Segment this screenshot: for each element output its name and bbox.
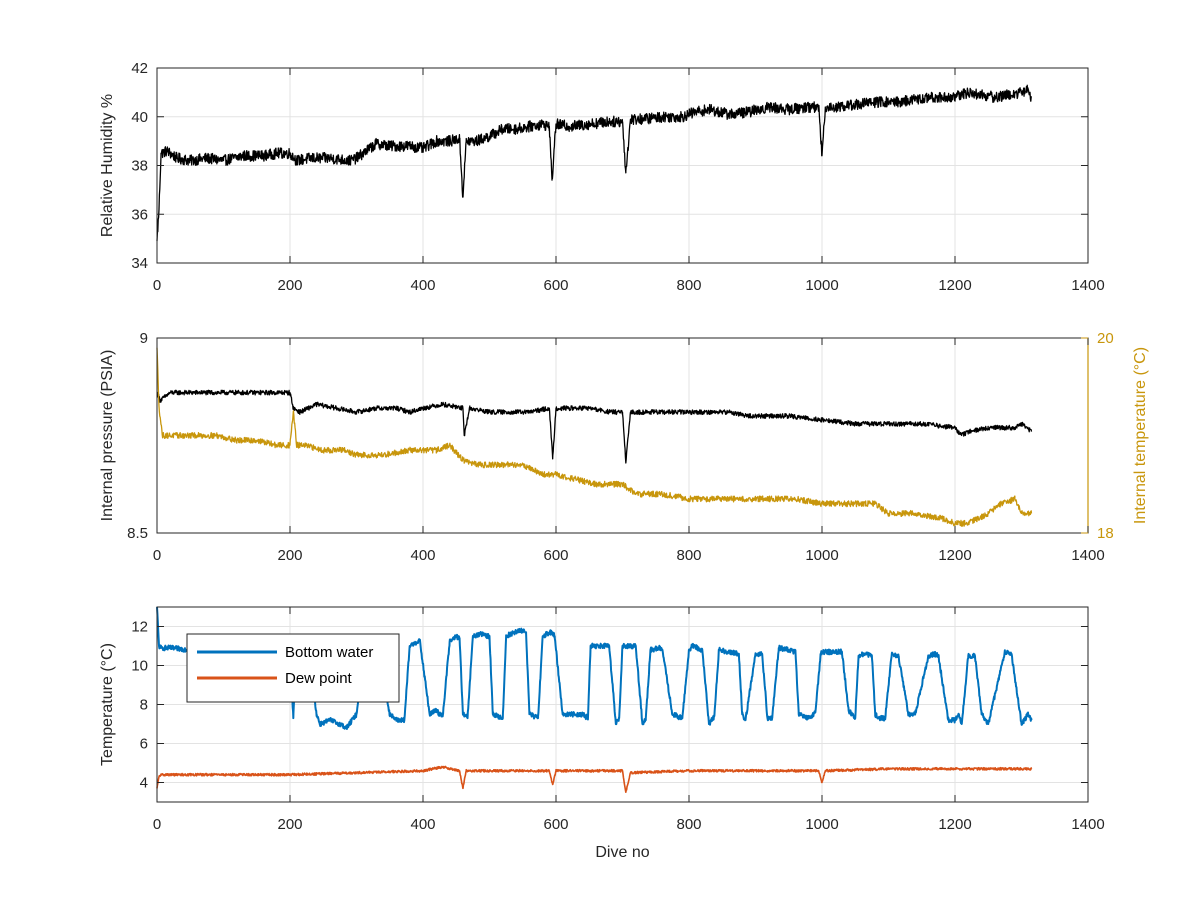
chart-panel-2: 0 200 400 600 800 1000 1200 1400 8.5 9 18 20 Interna… [99,330,1149,564]
legend-label: Dew point [285,670,353,687]
y2-axis-label: Internal temperature (°C) [1132,347,1149,524]
x-tick-label: 1000 [805,547,838,564]
x-tick-label: 600 [543,816,568,833]
y2-tick-label: 20 [1097,330,1114,347]
legend-box [186,633,400,703]
legend: Bottom water Dew point [186,633,400,703]
x-tick-label: 200 [277,816,302,833]
y2-tick-label: 18 [1097,525,1114,542]
series-line-panel2-2 [156,347,1033,527]
x-tick-label: 1200 [938,816,971,833]
y-tick-label: 8 [140,697,148,714]
x-tick-label: 800 [676,277,701,294]
y-tick-label: 40 [131,109,148,126]
x-tick-label: 0 [153,277,161,294]
x-tick-label: 600 [543,547,568,564]
x-tick-label: 1400 [1071,547,1104,564]
y-tick-label: 4 [140,775,148,792]
x-tick-label: 800 [676,547,701,564]
y-tick-label: 38 [131,158,148,175]
y-tick-label: 12 [131,619,148,636]
legend-label: Bottom water [285,644,373,661]
x-tick-label: 0 [153,547,161,564]
y-tick-label: 6 [140,736,148,753]
x-tick-label: 1400 [1071,277,1104,294]
x-tick-label: 400 [410,816,435,833]
x-tick-label: 1000 [805,277,838,294]
x-tick-label: 400 [410,277,435,294]
y-tick-label: 10 [131,658,148,675]
y-tick-label: 34 [131,255,148,272]
x-axis-label: Dive no [595,844,649,861]
x-tick-label: 600 [543,277,568,294]
chart-panel-1: 0 200 400 600 800 1000 1200 1400 34 36 38 40 42 Relat… [99,60,1105,294]
x-tick-label: 1200 [938,547,971,564]
x-tick-label: 1000 [805,816,838,833]
y-tick-label: 36 [131,206,148,223]
series-line-panel2-1 [156,389,1033,464]
series-line-dew-point [156,765,1033,794]
y-tick-label: 9 [140,330,148,347]
x-tick-label: 1400 [1071,816,1104,833]
x-tick-label: 1200 [938,277,971,294]
x-tick-label: 400 [410,547,435,564]
x-tick-label: 800 [676,816,701,833]
y-tick-label: 42 [131,60,148,77]
x-tick-label: 200 [277,277,302,294]
y-axis-label: Internal pressure (PSIA) [99,350,116,522]
y-axis-label: Relative Humidity % [99,94,116,237]
y-axis-label: Temperature (°C) [99,643,116,766]
series-line-panel1-1 [156,84,1033,242]
chart-panel-3: 0 200 400 600 800 1000 1200 1400 4 6 8 10 12 Temperat… [99,606,1105,861]
x-tick-label: 0 [153,816,161,833]
x-tick-label: 200 [277,547,302,564]
y-tick-label: 8.5 [127,525,148,542]
